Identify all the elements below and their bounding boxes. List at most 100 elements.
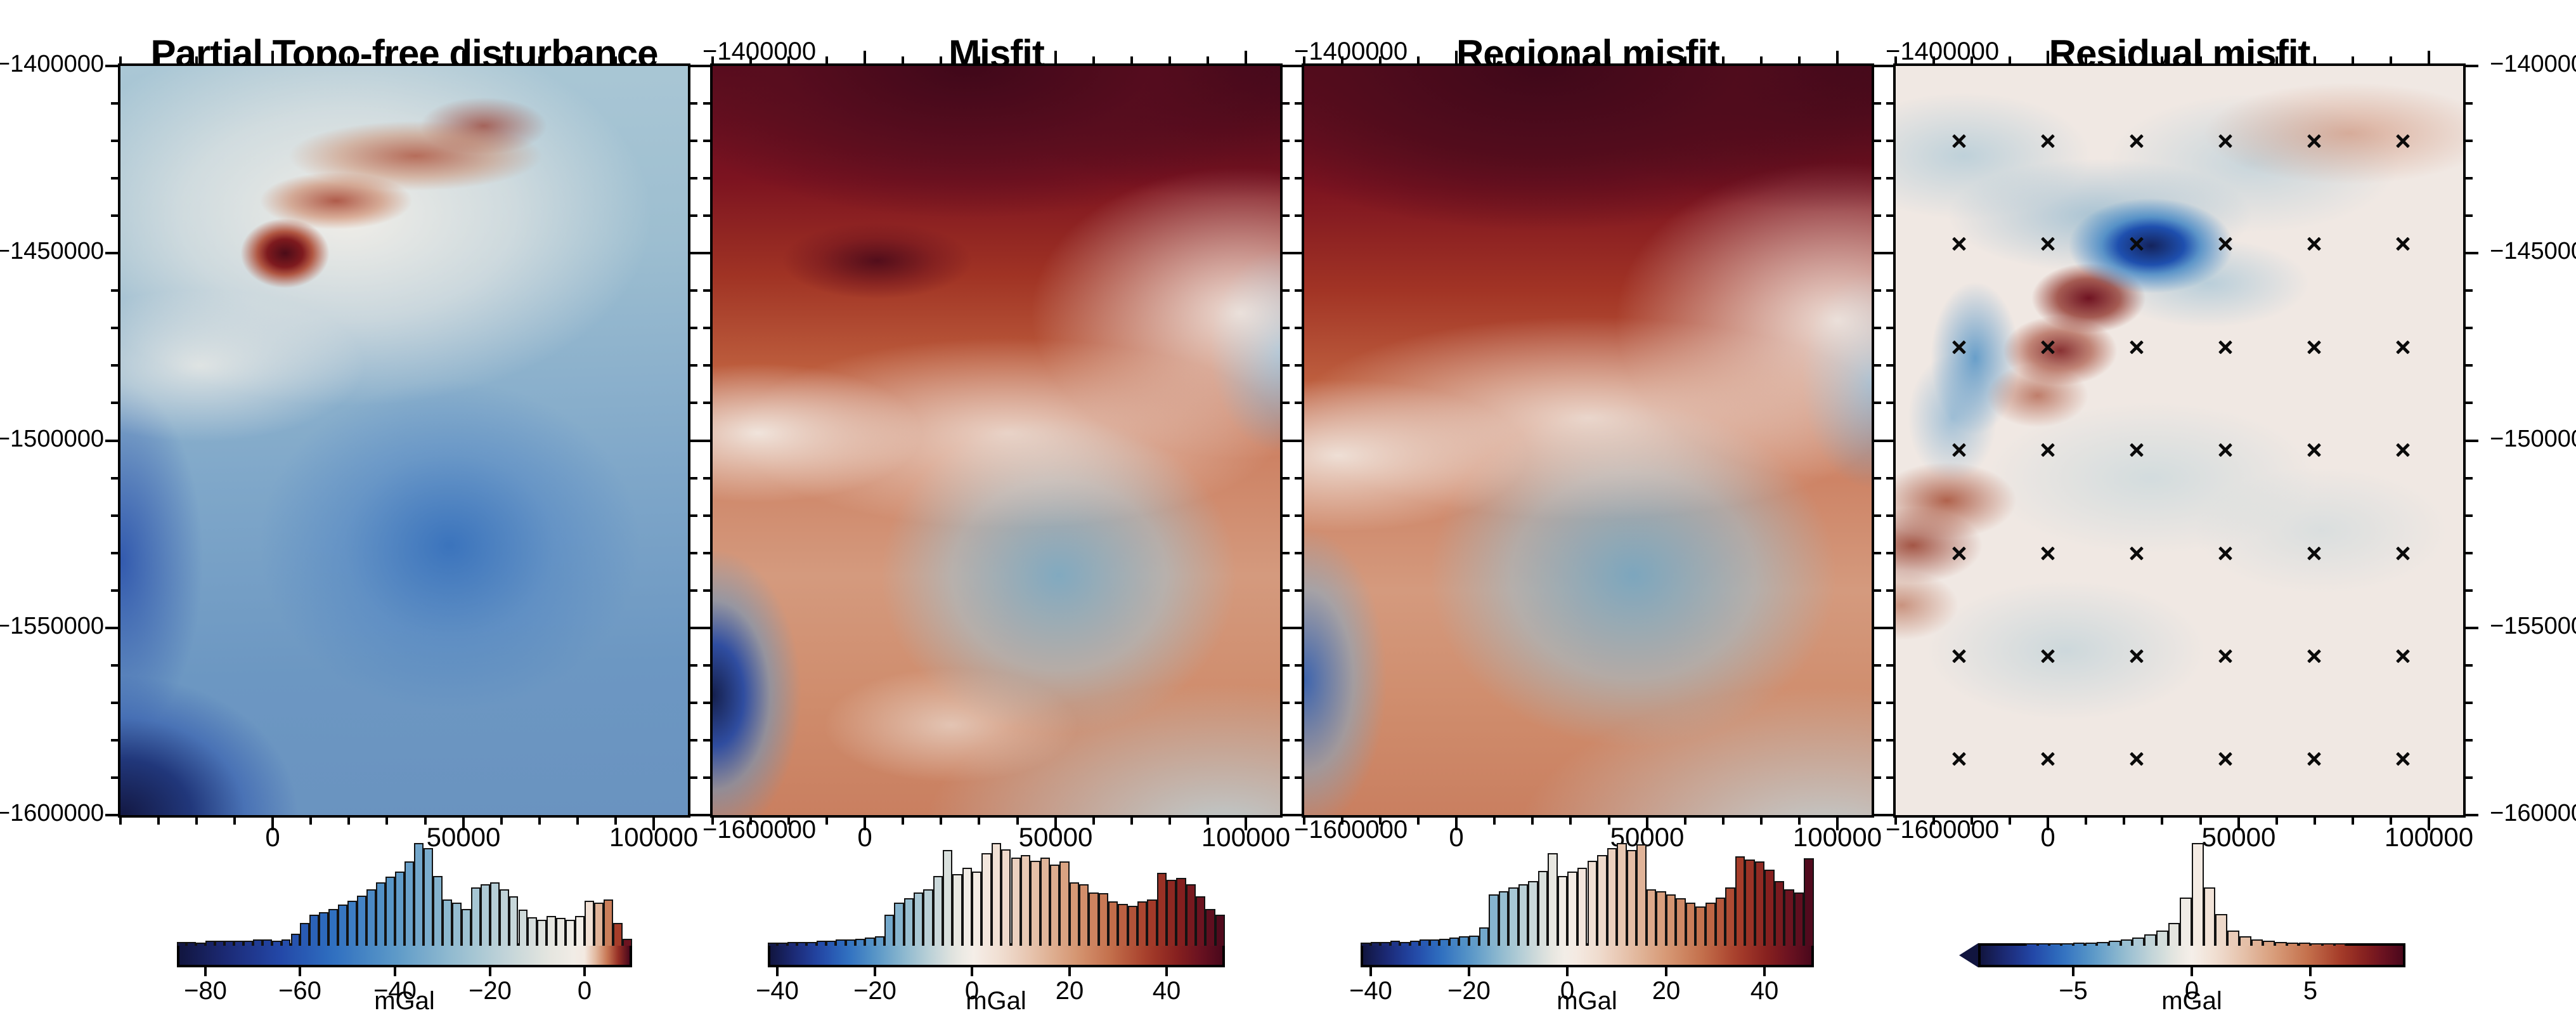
colorbar-tick (489, 967, 491, 976)
y-axis-tick (1283, 177, 1290, 180)
x-marker (2218, 237, 2232, 251)
histogram-bar (2168, 923, 2180, 946)
x-axis-tick (749, 56, 752, 63)
x-axis-tick (1417, 56, 1420, 63)
y-axis-tick (1886, 477, 1893, 480)
histogram-bar (566, 920, 576, 946)
histogram-bar (2275, 942, 2287, 946)
histogram-bar (2251, 939, 2263, 946)
colorbar-tick-label: −80 (184, 977, 227, 1005)
y-axis-tick (1886, 140, 1893, 142)
histogram-bar (547, 916, 557, 946)
x-marker (2041, 340, 2055, 354)
y-axis-tick (703, 140, 710, 142)
x-axis-tick-label: 50000 (426, 822, 501, 852)
y-axis-tick (111, 776, 118, 779)
x-axis-tick (1646, 818, 1648, 830)
x-axis-tick (825, 56, 828, 63)
histogram-bar (1195, 896, 1206, 946)
x-marker (2396, 752, 2410, 766)
y-axis-tick (111, 364, 118, 367)
histogram-bar (2108, 941, 2121, 946)
x-axis-tick (309, 56, 312, 63)
x-marker (2307, 340, 2321, 354)
x-axis-tick (2123, 818, 2125, 825)
histogram-bar (2227, 931, 2239, 946)
colorbar-tick-label: −5 (2059, 977, 2088, 1005)
histogram-bar (2049, 943, 2062, 946)
histogram-bar (874, 936, 885, 946)
histogram-bar (1429, 939, 1440, 946)
y-axis-tick (703, 177, 710, 180)
colorbar-tick (2309, 967, 2312, 976)
colorbar-tick-label: −20 (853, 977, 896, 1005)
histogram-bar (2156, 931, 2168, 946)
histogram-bar (1557, 876, 1568, 946)
x-axis-tick (1092, 56, 1095, 63)
x-axis-tick (1608, 56, 1610, 63)
y-axis-tick (1283, 327, 1290, 329)
x-axis-tick (2237, 51, 2240, 63)
x-axis-tick (1531, 56, 1534, 63)
y-axis-tick (2466, 364, 2473, 367)
y-axis-tick (1289, 627, 1302, 629)
histogram-bar (1577, 868, 1588, 946)
histogram-bar (395, 872, 405, 946)
y-axis-tick (697, 440, 710, 442)
y-axis-tick (697, 814, 710, 816)
x-axis-tick (2428, 51, 2430, 63)
y-axis-tick (1295, 102, 1302, 105)
y-axis-tick (1874, 589, 1881, 592)
colorbar-unit-label: mGal (2161, 987, 2222, 1013)
y-axis-tick (2466, 627, 2478, 629)
x-axis-tick (1379, 56, 1382, 63)
x-axis-tick (711, 818, 714, 825)
y-axis-tick (105, 252, 118, 254)
y-axis-tick (690, 739, 697, 742)
y-axis-tick (690, 65, 703, 67)
x-marker (2041, 443, 2055, 457)
y-axis-tick (1295, 739, 1302, 742)
corner-annotation-top: −1400000 (1886, 37, 2000, 65)
histogram-bar (1794, 892, 1804, 946)
y-axis-tick (703, 214, 710, 217)
histogram-bar (347, 901, 358, 946)
x-axis-tick (1894, 818, 1897, 825)
colorbar-tick-label: −40 (756, 977, 799, 1005)
x-axis-tick (385, 56, 388, 63)
x-marker (1952, 649, 1966, 663)
histogram-bar (2085, 943, 2097, 946)
y-axis-tick (2466, 289, 2473, 292)
y-axis-tick (703, 776, 710, 779)
histogram-bar (2025, 943, 2038, 946)
histogram-bar (962, 868, 973, 946)
y-axis-tick (111, 702, 118, 704)
histogram-bar (1205, 909, 1215, 946)
y-axis-tick (1295, 589, 1302, 592)
histogram-bar (1636, 844, 1647, 946)
histogram-bar (1597, 855, 1607, 946)
y-axis-tick (111, 102, 118, 105)
x-axis-tick-label: 0 (857, 822, 872, 852)
x-axis-tick (195, 56, 198, 63)
y-axis-tick (1880, 252, 1893, 254)
x-axis-tick (119, 818, 122, 825)
histogram-bar (1567, 872, 1577, 946)
y-axis-tick (1886, 214, 1893, 217)
histogram-bar (195, 943, 205, 946)
histogram-bar (186, 942, 196, 946)
y-axis-tick (1874, 140, 1881, 142)
histogram-bar (205, 941, 215, 946)
histogram-bar (1764, 870, 1775, 946)
histogram-bar (1666, 894, 1676, 946)
x-marker (2130, 752, 2144, 766)
y-axis-tick (2466, 65, 2478, 67)
histogram-bar (2215, 914, 2228, 946)
x-axis-tick-label: 0 (265, 822, 280, 852)
histogram-bar (252, 939, 262, 946)
y-axis-tick (697, 252, 710, 254)
y-axis-tick (1874, 776, 1881, 779)
histogram-bar (1695, 906, 1705, 946)
histogram-bar (470, 887, 481, 946)
x-axis-tick (1341, 818, 1343, 825)
